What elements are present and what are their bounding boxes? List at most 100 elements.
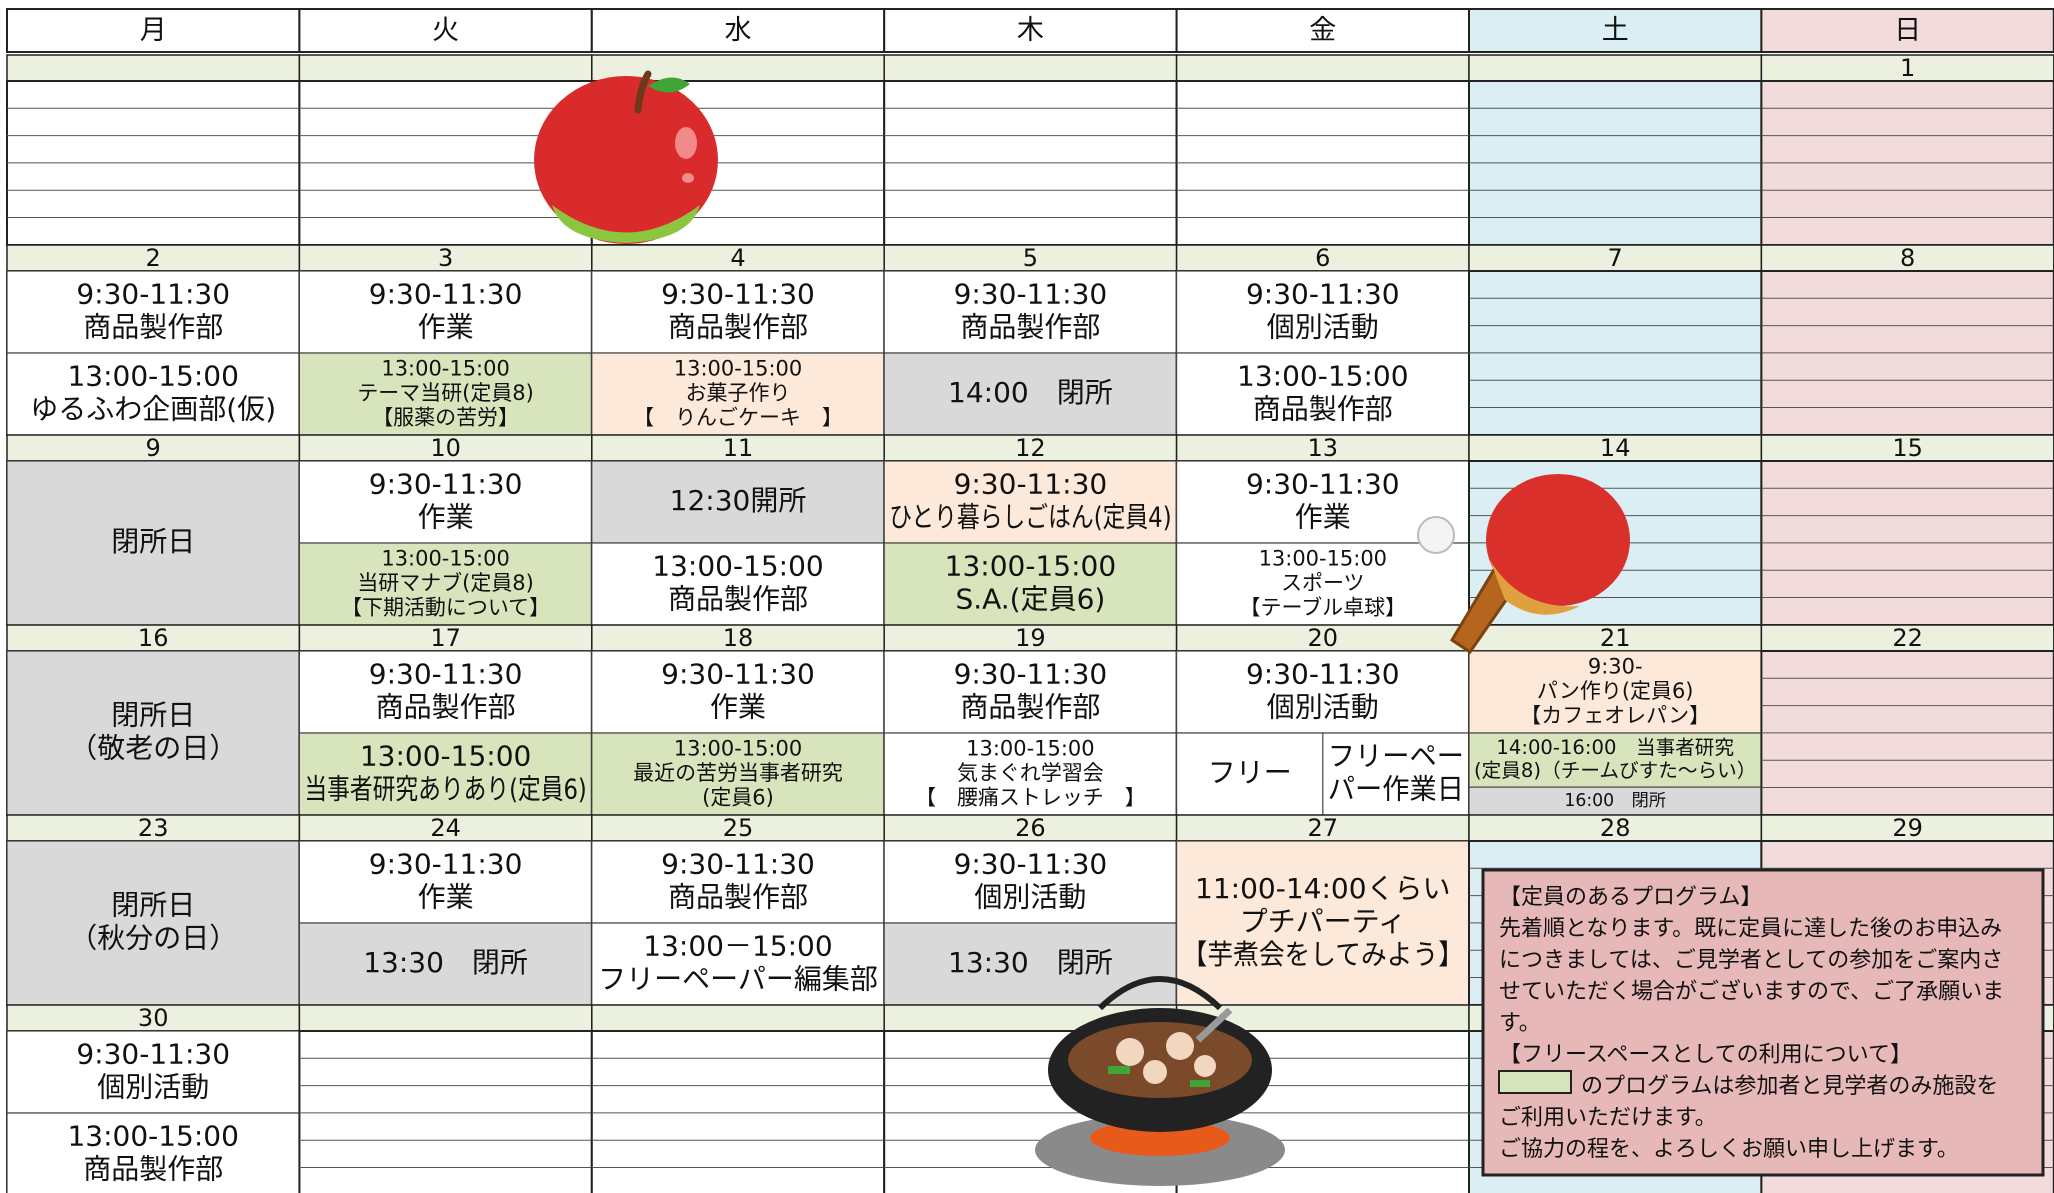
cell-text: 13:00-15:00 [1237,359,1409,392]
cell-text: 当研マナブ(定員8) [357,571,533,595]
time-slot [591,460,885,544]
date-label: 7 [1608,244,1623,272]
time-slot [298,270,593,354]
cell-text: (定員8)（チームびすた〜らい） [1474,759,1756,782]
date-label: 5 [1023,244,1038,272]
cell-text: 13:00-15:00 [674,736,802,760]
cell-text: 9:30-11:30 [1246,467,1400,500]
cell-text: 9:30-11:30 [954,467,1108,500]
date-bar [1760,434,2054,462]
date-bar [6,814,301,842]
cell-text: 気まぐれ学習会 [957,761,1104,785]
time-slot [883,840,1178,924]
cell-text: 9:30-11:30 [76,277,230,310]
time-slot [591,650,885,734]
time-slot [883,732,1178,816]
cell-text: 11:00-14:00くらい [1195,872,1451,905]
time-slot [1175,270,1470,354]
weekday-label: 土 [1602,15,1629,46]
cell-text: （秋分の日） [69,922,237,955]
date-label: 28 [1600,814,1631,842]
cell-text: 【服薬の苦労】 [372,406,519,430]
pot-illustration [1035,976,1285,1186]
cell-text: スポーツ [1281,571,1364,595]
cell-text: 9:30-11:30 [76,1037,230,1070]
time-slot [6,650,300,816]
date-bar [1175,54,1470,82]
date-label: 17 [430,624,461,652]
cell-text: 作業 [418,881,474,914]
weekday-header [1468,8,1763,53]
cell-text: 【カフェオレパン】 [1520,704,1710,728]
time-slot [6,352,300,436]
cell-text: 9:30-11:30 [1246,277,1400,310]
cell-text: 14:00-16:00 当事者研究 [1496,736,1734,759]
date-bar [298,814,593,842]
cell-text: 【 りんごケーキ 】 [633,406,843,430]
date-label: 21 [1600,624,1631,652]
note-text: す。 [1499,1011,1541,1036]
cell-text: 13:00-15:00 [966,736,1094,760]
date-label: 24 [430,814,461,842]
time-slot [6,1030,300,1114]
cell-text: 作業 [1295,501,1351,534]
cell-text: 作業 [418,501,474,534]
date-bar [1175,434,1470,462]
date-bar [1175,624,1470,652]
note-text: ご協力の程を、よろしくお願い申し上げます。 [1499,1137,1959,1162]
cell-text: フリーペー [1328,739,1464,772]
cell-text: 商品製作部 [376,691,516,724]
weekday-label: 火 [432,15,459,46]
time-slot [591,352,885,436]
cell-text: お菓子作り [686,381,791,405]
time-slot [883,650,1178,734]
date-bar [1468,624,1763,652]
cell-text: 13:30 閉所 [948,946,1113,979]
date-label: 10 [430,434,461,462]
date-label: 12 [1015,434,1046,462]
date-bar [1468,434,1763,462]
cell-text: 13:00-15:00 [652,549,824,582]
date-label: 3 [438,244,453,272]
cell-text: 13:00-15:00 [381,546,509,570]
cell-text: 作業 [418,311,474,344]
time-slot [298,732,593,816]
note-text: 先着順となります。既に定員に達した後のお申込み [1499,917,2002,942]
time-slot [1175,352,1470,436]
cell-text: 商品製作部 [83,311,223,344]
date-label: 4 [730,244,745,272]
weekday-label: 月 [140,15,167,46]
cell-text: 個別活動 [1267,311,1379,344]
date-label: 23 [138,814,169,842]
date-label: 29 [1892,814,1923,842]
date-label: 20 [1308,624,1339,652]
cell-text: 商品製作部 [1253,393,1393,426]
date-label: 13 [1308,434,1339,462]
cell-text: 個別活動 [1267,691,1379,724]
note-text: 【フリースペースとしての利用について】 [1499,1043,1912,1068]
cell-text: 9:30-11:30 [954,277,1108,310]
cell-text: (定員6) [702,786,774,810]
date-bar [6,54,301,82]
date-label: 1 [1900,54,1915,82]
time-slot [6,1112,300,1193]
day-cell [590,1030,886,1193]
weekday-header [883,8,1178,53]
cell-text: 13:30 閉所 [363,946,528,979]
cell-text: フリーペーパー編集部 [598,963,878,996]
cell-text: 9:30-11:30 [369,467,523,500]
time-slot [1175,542,1470,626]
date-label: 26 [1015,814,1046,842]
cell-text: 14:00 閉所 [948,376,1113,409]
date-bar [6,434,301,462]
date-label: 27 [1308,814,1339,842]
cell-text: 最近の苦労当事者研究 [633,761,843,785]
cell-text: 9:30-11:30 [369,847,523,880]
date-bar [1760,814,2054,842]
cell-text: 商品製作部 [960,311,1100,344]
cell-text: 13:00-15:00 [67,359,239,392]
time-slot [883,542,1178,626]
cell-text: テーマ当研(定員8) [357,381,533,405]
cell-text: 【下期活動について】 [341,596,550,620]
time-slot [298,922,593,1006]
